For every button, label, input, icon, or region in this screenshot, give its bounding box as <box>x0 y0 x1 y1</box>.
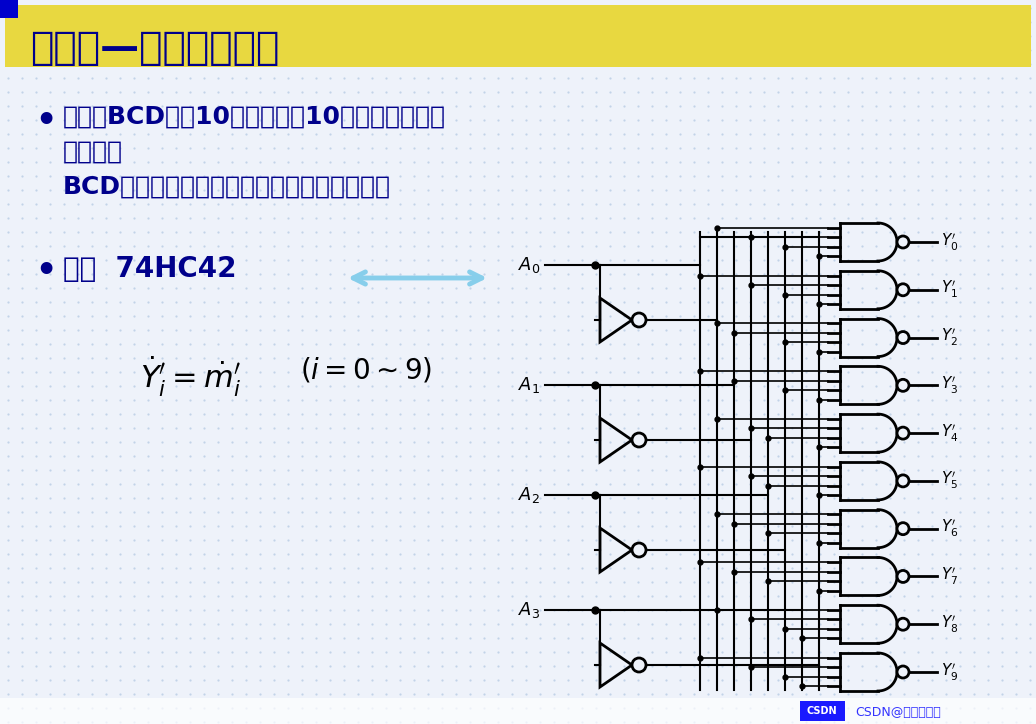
FancyBboxPatch shape <box>0 0 18 18</box>
Circle shape <box>897 332 909 344</box>
Text: CSDN: CSDN <box>807 706 837 716</box>
Text: $A_0$: $A_0$ <box>518 255 540 275</box>
Text: $Y_0^{\prime}$: $Y_0^{\prime}$ <box>941 232 958 253</box>
Text: $Y_7^{\prime}$: $Y_7^{\prime}$ <box>941 566 958 587</box>
Text: $Y_9^{\prime}$: $Y_9^{\prime}$ <box>941 662 958 683</box>
Text: $A_3$: $A_3$ <box>518 600 540 620</box>
Text: $Y_6^{\prime}$: $Y_6^{\prime}$ <box>941 518 958 539</box>
Circle shape <box>897 523 909 534</box>
Circle shape <box>897 236 909 248</box>
Text: 二、二—十进制译码器: 二、二—十进制译码器 <box>30 29 280 67</box>
Text: 例：  74HC42: 例： 74HC42 <box>63 255 236 283</box>
Text: $Y_5^{\prime}$: $Y_5^{\prime}$ <box>941 471 958 492</box>
Circle shape <box>897 379 909 392</box>
Text: $Y_4^{\prime}$: $Y_4^{\prime}$ <box>941 423 958 444</box>
Circle shape <box>632 433 646 447</box>
Text: $Y_2^{\prime}$: $Y_2^{\prime}$ <box>941 327 958 348</box>
Text: 输出信号: 输出信号 <box>63 140 123 164</box>
Text: $A_2$: $A_2$ <box>518 485 540 505</box>
Circle shape <box>897 475 909 487</box>
Text: $\dot{Y}_{i}^{\prime} = \dot{m}_{i}^{\prime}$: $\dot{Y}_{i}^{\prime} = \dot{m}_{i}^{\pr… <box>140 355 241 400</box>
FancyBboxPatch shape <box>0 698 1036 724</box>
Text: $A_1$: $A_1$ <box>518 375 540 395</box>
Circle shape <box>897 427 909 439</box>
Circle shape <box>632 313 646 327</box>
Text: CSDN@在学习的茶: CSDN@在学习的茶 <box>855 705 941 718</box>
Circle shape <box>632 543 646 557</box>
Circle shape <box>897 618 909 630</box>
FancyBboxPatch shape <box>800 701 845 721</box>
Circle shape <box>897 284 909 296</box>
Text: •: • <box>35 255 56 288</box>
Circle shape <box>897 666 909 678</box>
Text: •: • <box>35 105 56 138</box>
Text: $Y_8^{\prime}$: $Y_8^{\prime}$ <box>941 614 958 635</box>
Text: $Y_3^{\prime}$: $Y_3^{\prime}$ <box>941 375 958 396</box>
Text: $(i = 0 \sim 9)$: $(i = 0 \sim 9)$ <box>300 355 432 384</box>
FancyBboxPatch shape <box>5 5 1031 67</box>
Text: $Y_1^{\prime}$: $Y_1^{\prime}$ <box>941 279 958 300</box>
Text: BCD码以外的伪码，输出均无低电平信号产生: BCD码以外的伪码，输出均无低电平信号产生 <box>63 175 391 199</box>
Circle shape <box>632 658 646 672</box>
Circle shape <box>897 571 909 582</box>
Text: 将输入BCD码的10个代码译戕10个高、低电平的: 将输入BCD码的10个代码译戕10个高、低电平的 <box>63 105 447 129</box>
